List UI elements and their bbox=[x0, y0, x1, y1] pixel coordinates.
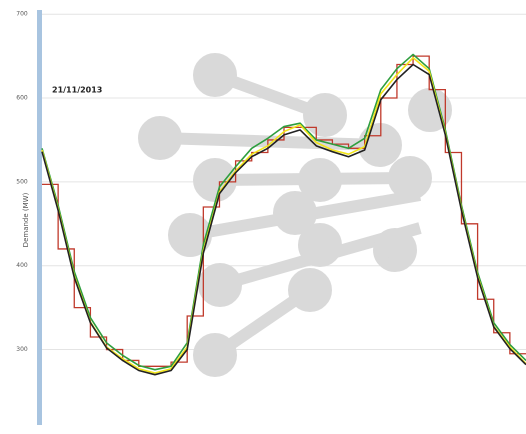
line-series bbox=[41, 63, 526, 376]
line-series bbox=[41, 53, 526, 371]
watermark bbox=[138, 53, 452, 377]
y-tick-label: 700 bbox=[16, 11, 28, 18]
y-axis-label: Demande (MW) bbox=[22, 192, 30, 247]
y-tick-label: 500 bbox=[16, 178, 28, 185]
date-annotation: 21/11/2013 bbox=[52, 86, 102, 95]
y-axis-bar bbox=[37, 10, 42, 425]
y-tick-label: 400 bbox=[16, 262, 28, 269]
y-tick-label: 300 bbox=[16, 346, 28, 353]
y-tick-label: 600 bbox=[16, 95, 28, 102]
